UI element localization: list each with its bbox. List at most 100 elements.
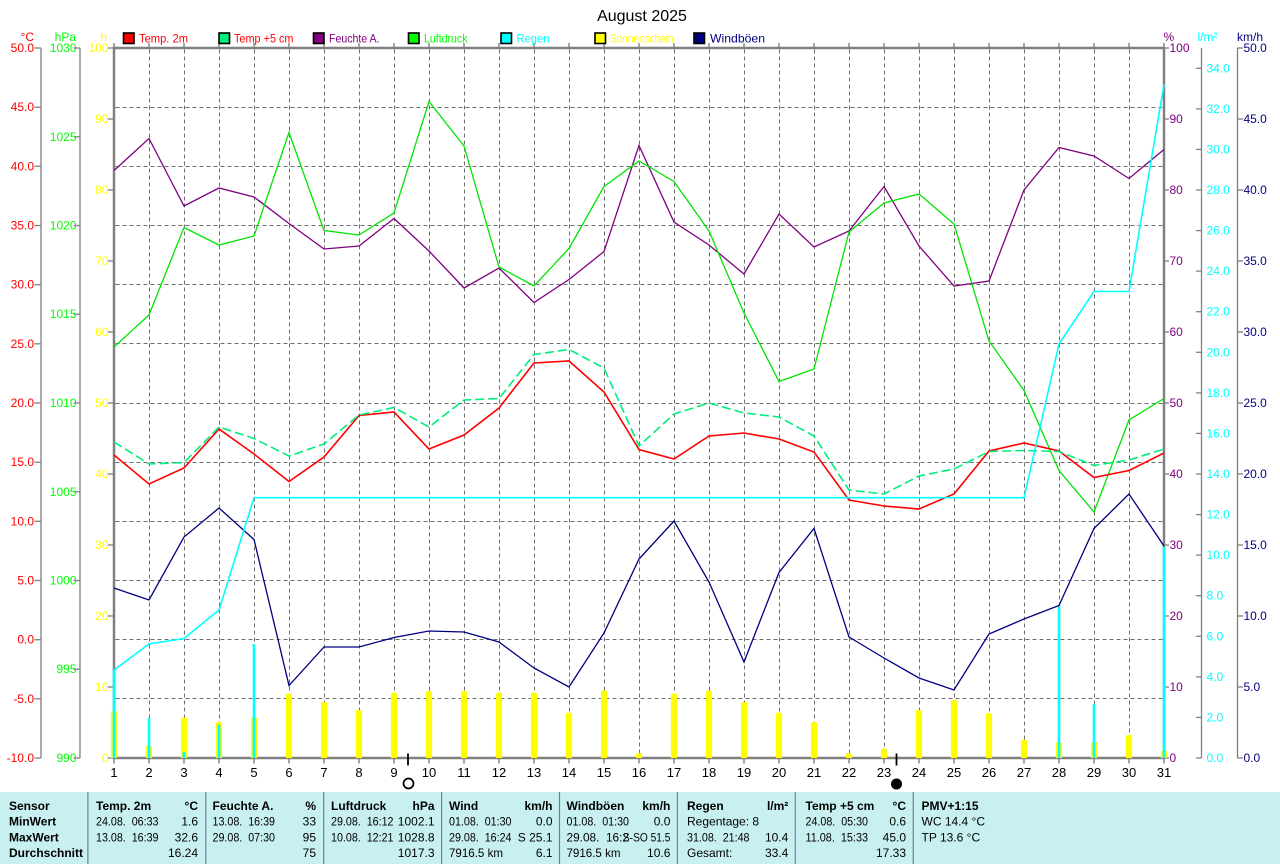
svg-text:Temp. 2m: Temp. 2m — [139, 32, 188, 46]
svg-text:7916.5 km: 7916.5 km — [449, 846, 503, 860]
svg-text:30: 30 — [1122, 765, 1136, 780]
svg-text:12.0: 12.0 — [1207, 508, 1231, 522]
svg-text:18: 18 — [702, 765, 716, 780]
svg-text:90: 90 — [1170, 112, 1184, 126]
svg-text:29.08. 16:2: 29.08. 16:2 — [567, 830, 630, 844]
svg-text:32.6: 32.6 — [175, 830, 199, 844]
svg-text:Sonnenschein: Sonnenschein — [610, 32, 674, 46]
svg-text:°C: °C — [893, 799, 907, 813]
svg-text:15.0: 15.0 — [1244, 538, 1268, 552]
svg-text:Wind: Wind — [449, 799, 478, 813]
svg-text:1000: 1000 — [50, 574, 77, 588]
svg-text:1020: 1020 — [50, 219, 77, 233]
svg-text:%: % — [1164, 30, 1175, 44]
svg-text:0.0: 0.0 — [536, 815, 553, 829]
svg-text:Feuchte A.: Feuchte A. — [329, 32, 380, 46]
svg-text:Sensor: Sensor — [9, 799, 50, 813]
svg-text:100: 100 — [88, 41, 108, 55]
svg-text:2: 2 — [145, 765, 152, 780]
svg-text:28.0: 28.0 — [1207, 183, 1231, 197]
svg-text:32.0: 32.0 — [1207, 102, 1231, 116]
svg-text:28: 28 — [1052, 765, 1066, 780]
svg-text:17: 17 — [667, 765, 681, 780]
svg-text:TP 13.6 °C: TP 13.6 °C — [922, 830, 981, 844]
svg-text:60: 60 — [95, 325, 109, 339]
svg-text:24.08. 05:30: 24.08. 05:30 — [806, 815, 869, 829]
svg-text:Gesamt:: Gesamt: — [687, 846, 732, 860]
svg-text:Temp +5 cm: Temp +5 cm — [234, 32, 294, 46]
svg-text:40.0: 40.0 — [1244, 183, 1268, 197]
svg-text:10.08. 12:21: 10.08. 12:21 — [331, 830, 394, 844]
svg-text:5: 5 — [250, 765, 257, 780]
svg-text:21: 21 — [807, 765, 821, 780]
svg-text:25.0: 25.0 — [11, 337, 35, 351]
svg-text:01.08. 01:30: 01.08. 01:30 — [567, 815, 630, 829]
svg-text:-5.0: -5.0 — [13, 692, 34, 706]
svg-text:-10.0: -10.0 — [7, 751, 35, 765]
svg-text:45.0: 45.0 — [11, 100, 35, 114]
svg-text:27: 27 — [1017, 765, 1031, 780]
svg-text:34.0: 34.0 — [1207, 61, 1231, 75]
svg-text:50.0: 50.0 — [11, 41, 35, 55]
svg-text:17.33: 17.33 — [876, 846, 906, 860]
svg-text:16.24: 16.24 — [168, 846, 198, 860]
svg-text:10.0: 10.0 — [1207, 548, 1231, 562]
svg-text:16.0: 16.0 — [1207, 426, 1231, 440]
svg-text:11.08. 15:33: 11.08. 15:33 — [806, 830, 869, 844]
svg-text:5.0: 5.0 — [1244, 680, 1261, 694]
svg-text:Regen: Regen — [517, 32, 550, 46]
svg-text:Regen: Regen — [687, 799, 724, 813]
svg-text:1028.8: 1028.8 — [398, 830, 435, 844]
svg-text:01.08. 01:30: 01.08. 01:30 — [449, 815, 512, 829]
svg-text:30.0: 30.0 — [1244, 325, 1268, 339]
svg-text:km/h: km/h — [1237, 30, 1263, 44]
svg-text:31.08. 21:48: 31.08. 21:48 — [687, 830, 750, 844]
svg-text:14.0: 14.0 — [1207, 467, 1231, 481]
svg-text:7: 7 — [320, 765, 327, 780]
svg-text:20: 20 — [95, 609, 109, 623]
svg-text:10: 10 — [422, 765, 436, 780]
svg-text:33.4: 33.4 — [765, 846, 789, 860]
svg-text:Temp +5 cm: Temp +5 cm — [806, 799, 875, 813]
svg-text:70: 70 — [1170, 254, 1184, 268]
svg-text:0: 0 — [1170, 751, 1177, 765]
svg-text:Durchschnitt: Durchschnitt — [9, 846, 83, 860]
svg-text:30.0: 30.0 — [1207, 142, 1231, 156]
svg-text:45.0: 45.0 — [883, 830, 907, 844]
svg-text:°C: °C — [185, 799, 199, 813]
svg-text:12: 12 — [492, 765, 506, 780]
svg-text:22.0: 22.0 — [1207, 305, 1231, 319]
svg-text:0: 0 — [102, 751, 109, 765]
svg-text:15: 15 — [597, 765, 611, 780]
svg-text:km/h: km/h — [642, 799, 670, 813]
svg-text:8.0: 8.0 — [1207, 589, 1224, 603]
svg-text:13.08. 16:39: 13.08. 16:39 — [213, 815, 276, 829]
svg-text:1010: 1010 — [50, 396, 77, 410]
svg-text:hPa: hPa — [55, 30, 77, 44]
svg-text:Regentage: 8: Regentage: 8 — [687, 815, 759, 829]
svg-text:0.0: 0.0 — [654, 815, 671, 829]
svg-text:Temp. 2m: Temp. 2m — [96, 799, 151, 813]
svg-text:40: 40 — [95, 467, 109, 481]
svg-text:0.0: 0.0 — [1207, 751, 1224, 765]
svg-text:10.6: 10.6 — [647, 846, 671, 860]
svg-text:16: 16 — [632, 765, 646, 780]
svg-text:30: 30 — [95, 538, 109, 552]
svg-text:35.0: 35.0 — [1244, 254, 1268, 268]
svg-text:1: 1 — [110, 765, 117, 780]
svg-text:18.0: 18.0 — [1207, 386, 1231, 400]
svg-text:31: 31 — [1157, 765, 1171, 780]
svg-text:100: 100 — [1170, 41, 1190, 55]
svg-text:MinWert: MinWert — [9, 815, 56, 829]
svg-text:10: 10 — [95, 680, 109, 694]
svg-text:l/m²: l/m² — [767, 799, 788, 813]
svg-text:Windböen: Windböen — [567, 799, 625, 813]
svg-text:25: 25 — [947, 765, 961, 780]
svg-text:11: 11 — [457, 765, 471, 780]
svg-text:10: 10 — [1170, 680, 1184, 694]
svg-text:90: 90 — [95, 112, 109, 126]
svg-text:50: 50 — [95, 396, 109, 410]
svg-text:26.0: 26.0 — [1207, 224, 1231, 238]
svg-text:10.0: 10.0 — [11, 514, 35, 528]
svg-text:2.0: 2.0 — [1207, 710, 1224, 724]
